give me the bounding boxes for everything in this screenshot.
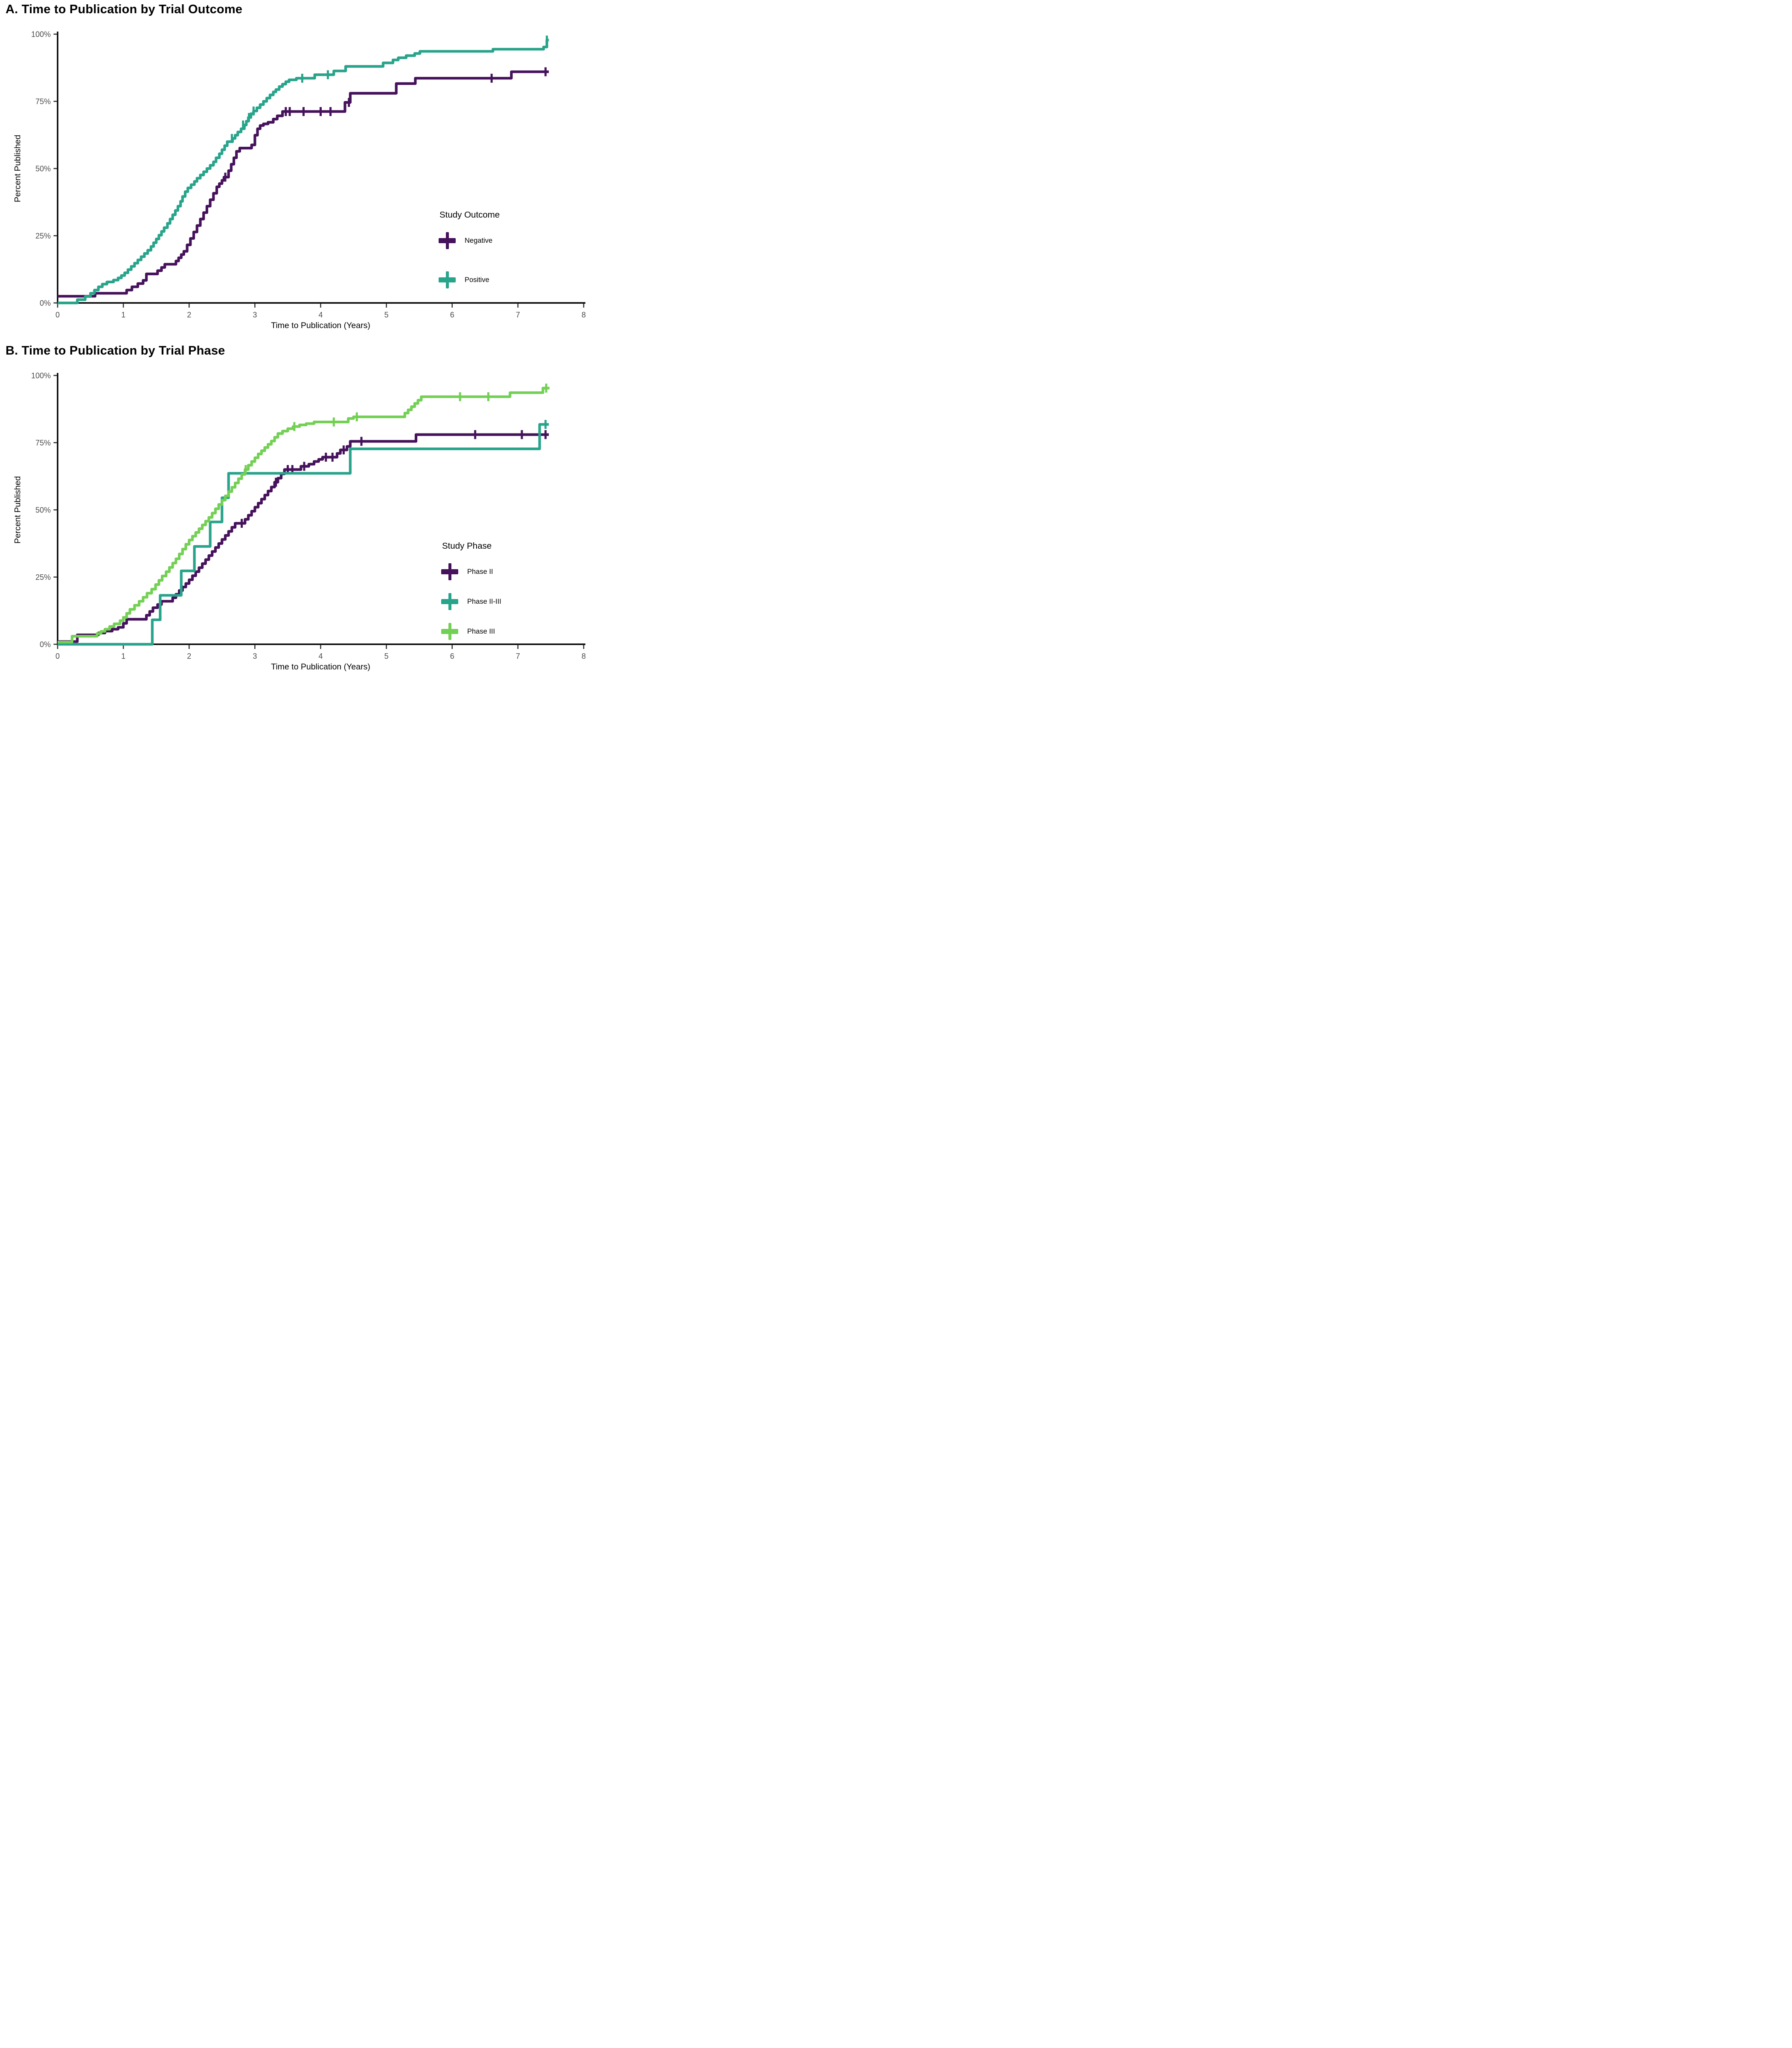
panel-b-y-tick-label: 0% xyxy=(40,640,51,649)
legend-label: Negative xyxy=(465,236,493,244)
panel-a-title: A. Time to Publication by Trial Outcome xyxy=(6,3,243,16)
panel-b-series-phase-ii-iii xyxy=(58,420,549,646)
panel-a-x-tick-label: 6 xyxy=(450,311,454,319)
panel-a-chart-svg: 0 1 2 3 4 5 6 7 8 0% 25% 50% 75% 100% xyxy=(31,30,586,320)
panel-b-x-axis-title: Time to Publication (Years) xyxy=(271,662,370,672)
panel-a-x-tick-label: 4 xyxy=(318,311,323,319)
panel-b-legend-item-phase-iii: Phase III xyxy=(441,623,501,640)
panel-b-series-phase-ii xyxy=(58,430,549,643)
panel-a-axes: 0 1 2 3 4 5 6 7 8 0% 25% 50% 75% 100% xyxy=(31,30,586,320)
panel-a-x-tick-label: 1 xyxy=(121,311,125,319)
panel-a-x-axis-title: Time to Publication (Years) xyxy=(271,321,370,330)
panel-a-legend-item-negative: Negative xyxy=(439,232,500,249)
panel-b-legend-title: Study Phase xyxy=(442,541,492,551)
panel-a-x-tick-label: 0 xyxy=(55,311,60,319)
panel-b-x-tick-label: 6 xyxy=(450,652,454,660)
panel-a-y-tick-label: 25% xyxy=(35,232,51,240)
panel-a-y-tick-label: 100% xyxy=(31,30,51,39)
legend-label: Phase II-III xyxy=(467,597,501,605)
panel-b-legend: Study Phase Phase II Phase II-III Phase II… xyxy=(441,541,501,640)
panel-b-chart-svg: 0 1 2 3 4 5 6 7 8 0% 25% 50% 75% 100% xyxy=(31,372,586,661)
panel-a-legend-title: Study Outcome xyxy=(439,210,500,220)
panel-b-x-tick-label: 3 xyxy=(253,652,257,660)
legend-key-censor-tick xyxy=(446,232,449,249)
legend-key-censor-tick xyxy=(448,623,451,640)
panel-a-y-tick-label: 75% xyxy=(35,97,51,106)
panel-b-x-tick-label: 0 xyxy=(55,652,60,660)
panel-b-x-tick-label: 1 xyxy=(121,652,125,660)
legend-key-step-line-icon xyxy=(441,593,458,610)
panel-a-x-tick-label: 8 xyxy=(582,311,586,319)
panel-b-x-tick-label: 5 xyxy=(384,652,389,660)
panel-a-x-tick-label: 2 xyxy=(187,311,191,319)
panel-b-y-tick-label: 75% xyxy=(35,439,51,447)
panel-a-y-tick-label: 0% xyxy=(40,299,51,308)
panel-b-title: B. Time to Publication by Trial Phase xyxy=(6,344,225,358)
panel-b-legend-items: Phase II Phase II-III Phase III xyxy=(441,563,501,640)
panel-a-legend-item-positive: Positive xyxy=(439,271,500,288)
panel-b-x-tick-label: 4 xyxy=(318,652,323,660)
panel-b-x-tick-label: 7 xyxy=(516,652,520,660)
panel-a-series-negative xyxy=(58,67,549,298)
panel-a-series-positive xyxy=(58,35,549,305)
panel-b-axes: 0 1 2 3 4 5 6 7 8 0% 25% 50% 75% 100% xyxy=(31,372,586,661)
legend-key-step-line-icon xyxy=(439,232,456,249)
panel-a-x-tick-label: 3 xyxy=(253,311,257,319)
panel-a-legend: Study Outcome Negative Positive xyxy=(439,210,500,288)
legend-label: Phase III xyxy=(467,627,495,635)
legend-key-censor-tick xyxy=(448,563,451,580)
legend-label: Phase II xyxy=(467,567,493,576)
panel-b-x-tick-label: 8 xyxy=(582,652,586,660)
panel-b-y-tick-label: 25% xyxy=(35,573,51,582)
legend-label: Positive xyxy=(465,276,489,284)
panel-b-series-phase-iii xyxy=(58,384,550,644)
legend-key-step-line-icon xyxy=(439,271,456,288)
panel-b-x-tick-label: 2 xyxy=(187,652,191,660)
panel-a-y-tick-label: 50% xyxy=(35,165,51,173)
panel-time-to-publication-by-outcome: A. Time to Publication by Trial Outcome … xyxy=(0,0,597,341)
panel-b-legend-item-phase-ii-iii: Phase II-III xyxy=(441,593,501,610)
panel-a-legend-items: Negative Positive xyxy=(439,232,500,288)
legend-key-step-line-icon xyxy=(441,563,458,580)
legend-key-censor-tick xyxy=(448,593,451,610)
panel-a-x-tick-label: 5 xyxy=(384,311,389,319)
panel-time-to-publication-by-phase: B. Time to Publication by Trial Phase Pe… xyxy=(0,341,597,683)
panel-b-y-tick-label: 50% xyxy=(35,506,51,515)
legend-key-censor-tick xyxy=(446,271,449,288)
panel-b-legend-item-phase-ii: Phase II xyxy=(441,563,501,580)
panel-a-x-tick-label: 7 xyxy=(516,311,520,319)
legend-key-step-line-icon xyxy=(441,623,458,640)
panel-b-y-tick-label: 100% xyxy=(31,372,51,380)
